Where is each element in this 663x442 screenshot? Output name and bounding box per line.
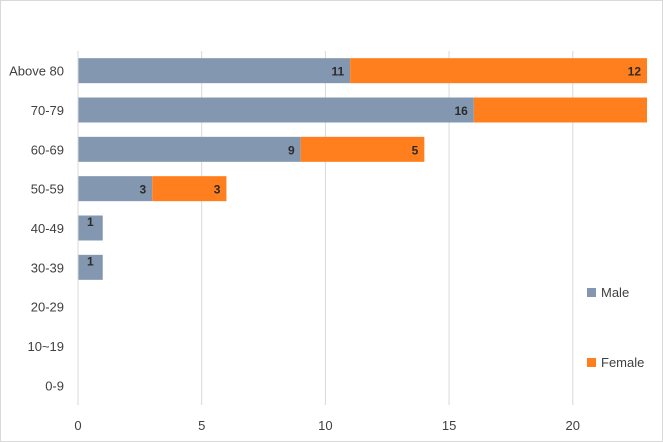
bar-female (300, 136, 425, 162)
data-label: 16 (454, 104, 468, 118)
data-label: 3 (140, 183, 147, 197)
y-axis: Above 80 70-79 60-69 50-59 40-49 30-39 20-29 10… (9, 51, 79, 405)
x-tick-label: 20 (566, 418, 580, 433)
bar-male (78, 136, 301, 162)
y-tick-label: 0-9 (45, 378, 64, 393)
legend-label-male: Male (601, 285, 629, 300)
x-tick-label: 5 (198, 418, 205, 433)
x-tick-label: 15 (442, 418, 456, 433)
legend: Male Female (587, 285, 644, 370)
bar-male (78, 215, 103, 241)
legend-swatch-male (587, 288, 596, 297)
x-tick-label: 10 (318, 418, 332, 433)
bar-female (152, 176, 227, 202)
bar-male (78, 176, 153, 202)
y-tick-label: 40-49 (31, 221, 64, 236)
y-tick-label: 70-79 (31, 103, 64, 118)
data-label: 1 (87, 254, 94, 268)
x-axis: 0 5 10 15 20 (74, 418, 580, 433)
data-label: 11 (331, 65, 344, 79)
y-tick-label: 10~19 (27, 339, 64, 354)
y-tick-label: 20-29 (31, 300, 64, 315)
bar-female (473, 97, 647, 123)
y-tick-label: 60-69 (31, 142, 64, 157)
y-tick-label: 30-39 (31, 260, 64, 275)
legend-swatch-female (587, 358, 596, 367)
bars (78, 58, 647, 280)
bar-male (78, 254, 103, 280)
y-tick-label: 50-59 (31, 182, 64, 197)
data-label: 1 (87, 215, 94, 229)
y-tick-label: Above 80 (9, 64, 64, 79)
legend-label-female: Female (601, 355, 644, 370)
data-label: 3 (214, 183, 221, 197)
bar-male (78, 58, 351, 84)
data-label: 5 (412, 143, 419, 157)
x-tick-label: 0 (74, 418, 81, 433)
bar-female (350, 58, 647, 84)
data-label: 12 (628, 65, 642, 79)
data-label: 9 (288, 143, 295, 157)
bar-male (78, 97, 474, 123)
